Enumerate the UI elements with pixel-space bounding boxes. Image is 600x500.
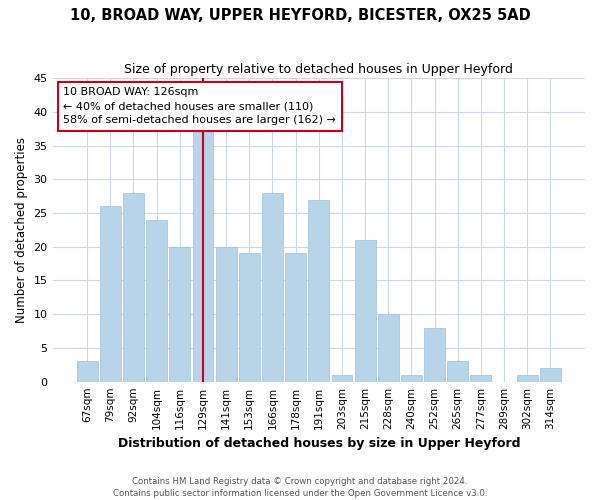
Text: 10 BROAD WAY: 126sqm
← 40% of detached houses are smaller (110)
58% of semi-deta: 10 BROAD WAY: 126sqm ← 40% of detached h… [63,87,336,125]
Bar [540,368,561,382]
Title: Size of property relative to detached houses in Upper Heyford: Size of property relative to detached ho… [124,62,513,76]
Bar [100,206,121,382]
Bar [378,314,398,382]
Bar [77,362,98,382]
Bar [517,375,538,382]
Bar [308,200,329,382]
Bar [470,375,491,382]
Bar [193,132,214,382]
Bar [332,375,352,382]
Bar [262,193,283,382]
Bar [169,246,190,382]
Bar [424,328,445,382]
Bar [239,254,260,382]
Bar [448,362,468,382]
X-axis label: Distribution of detached houses by size in Upper Heyford: Distribution of detached houses by size … [118,437,520,450]
Bar [123,193,144,382]
Text: 10, BROAD WAY, UPPER HEYFORD, BICESTER, OX25 5AD: 10, BROAD WAY, UPPER HEYFORD, BICESTER, … [70,8,530,22]
Bar [216,246,236,382]
Bar [355,240,376,382]
Y-axis label: Number of detached properties: Number of detached properties [15,137,28,323]
Bar [401,375,422,382]
Bar [285,254,306,382]
Bar [146,220,167,382]
Text: Contains HM Land Registry data © Crown copyright and database right 2024.
Contai: Contains HM Land Registry data © Crown c… [113,476,487,498]
